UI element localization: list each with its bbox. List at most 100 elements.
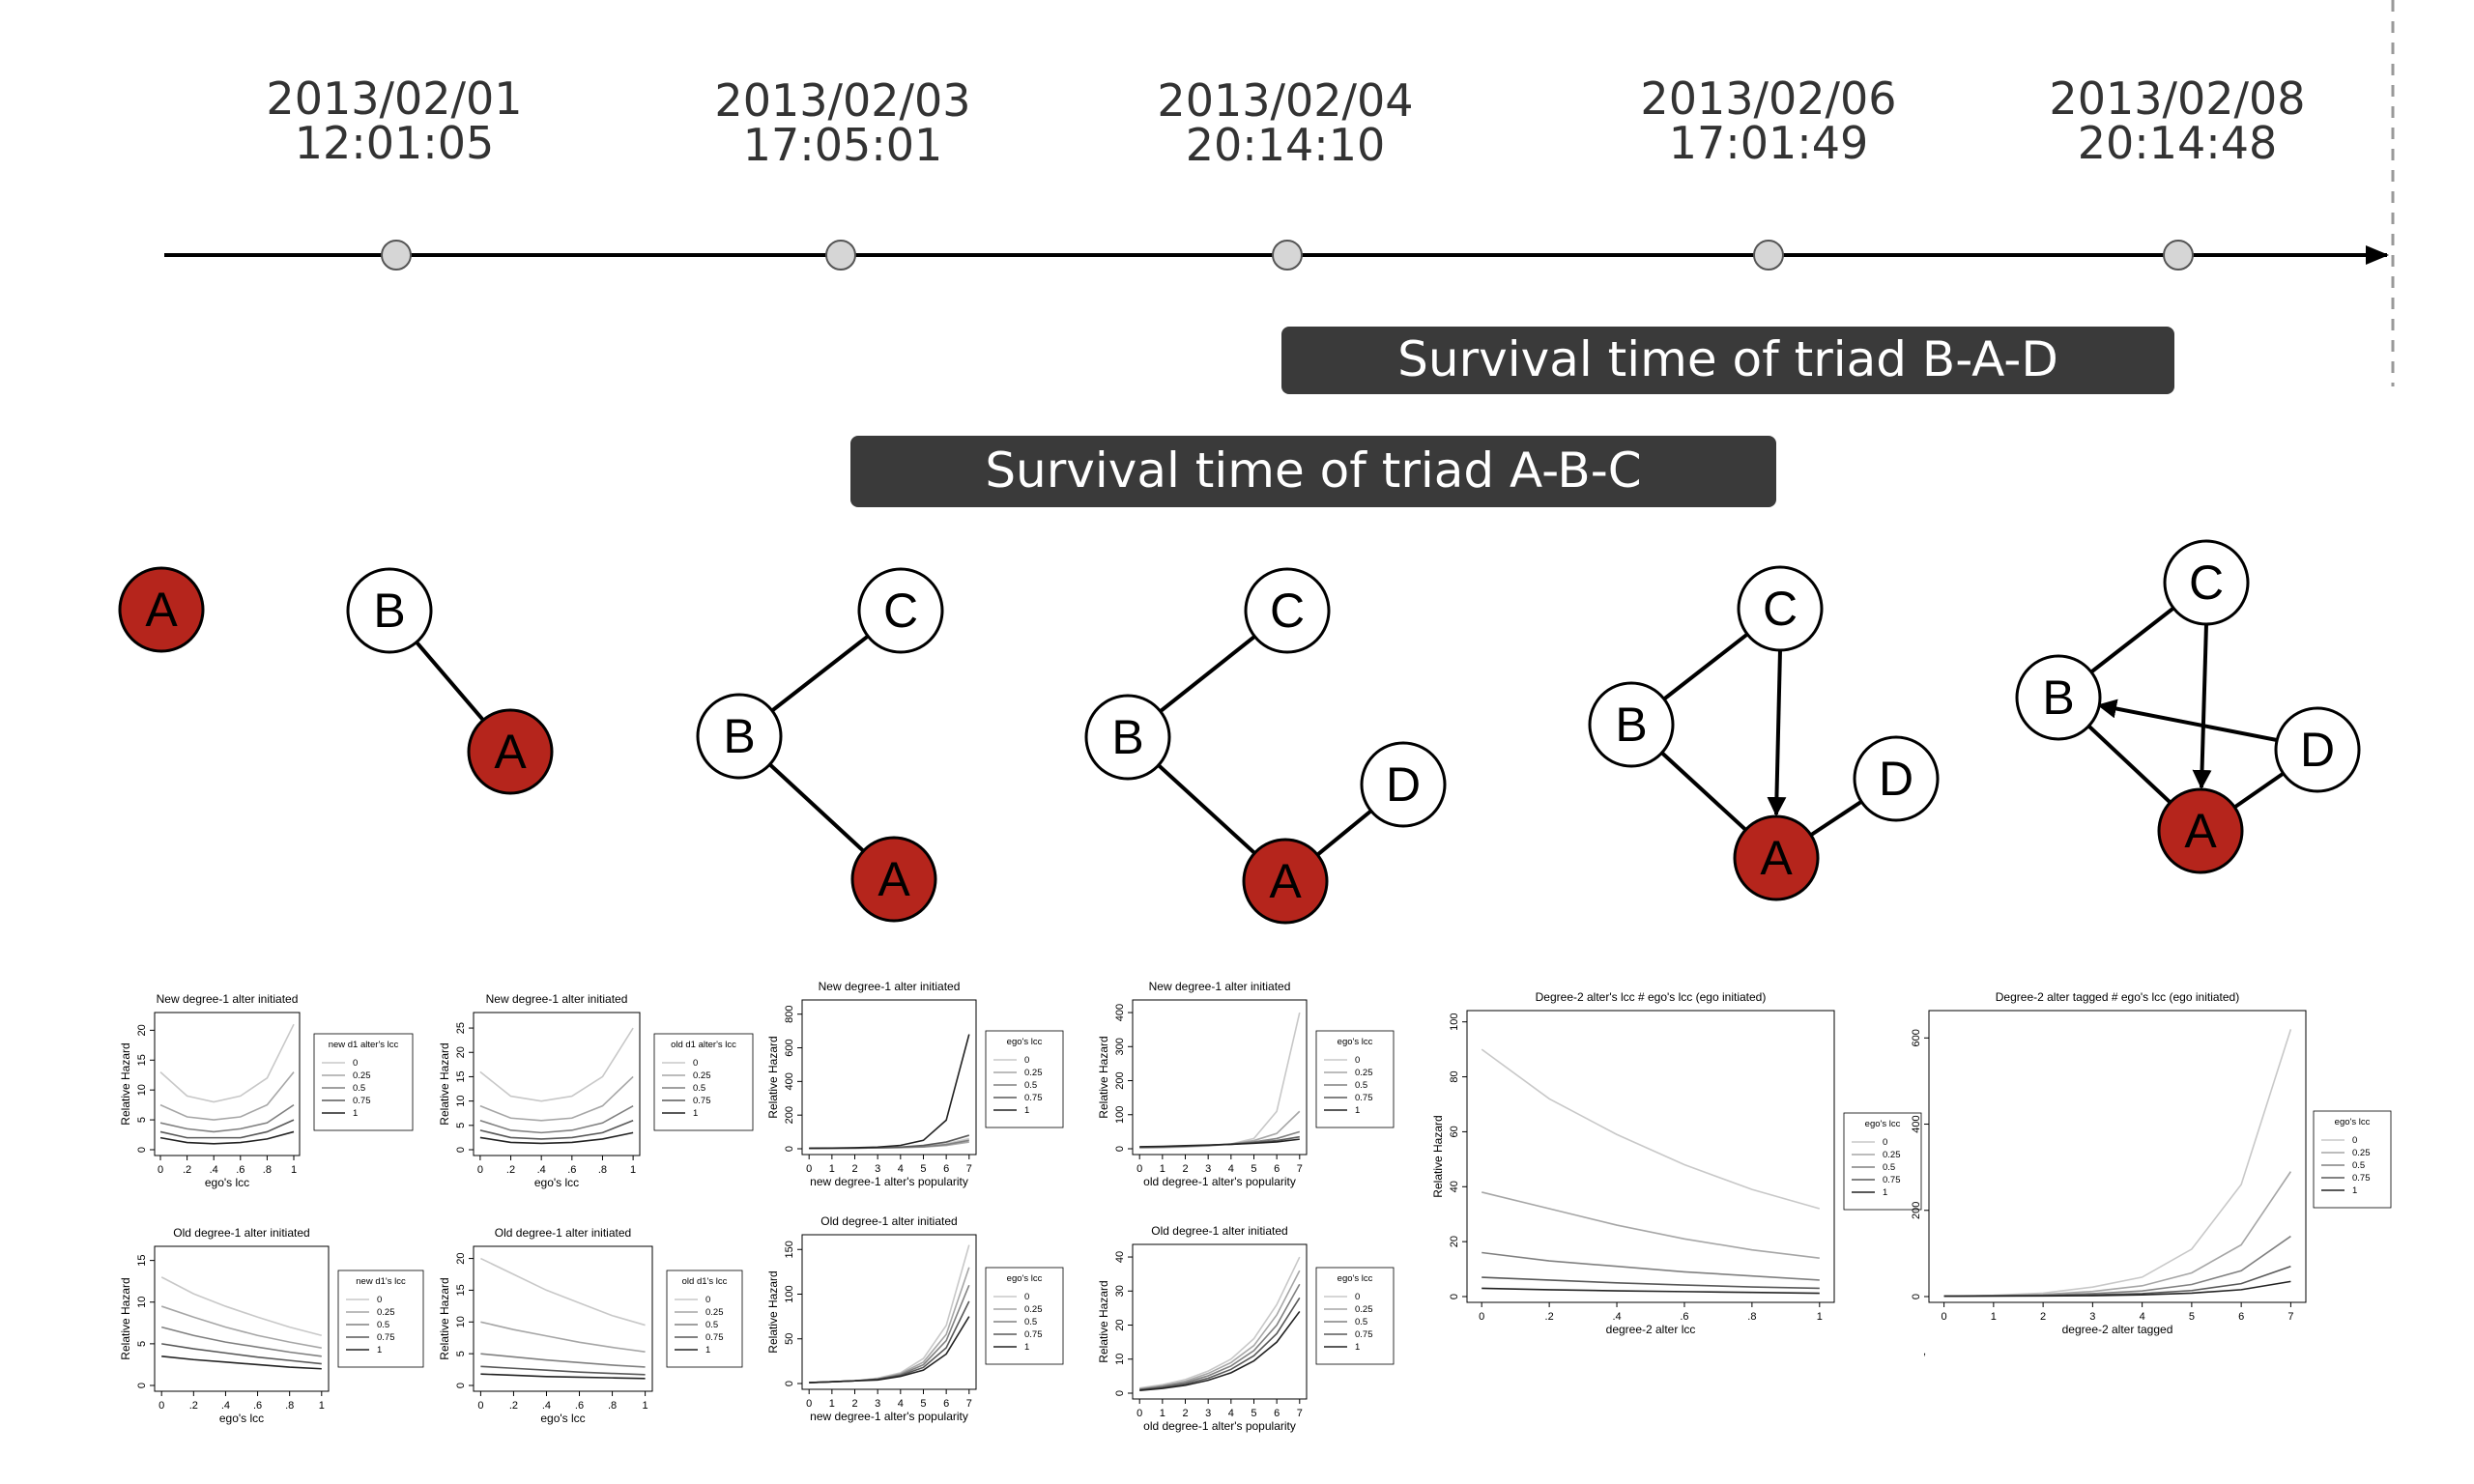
- x-tick-label: 7: [2287, 1311, 2293, 1323]
- legend-entry: 0.5: [693, 1083, 705, 1094]
- node-b: B: [696, 693, 783, 780]
- x-tick-label: 4: [898, 1398, 904, 1410]
- legend-box: [653, 1033, 754, 1131]
- series-line: [479, 1104, 634, 1134]
- series-line: [1482, 1276, 1820, 1290]
- hazard-plot: Old degree-1 alter initiated 0 .2 .4 .6 .8 1 eg…: [438, 1226, 743, 1425]
- event-date: 2013/02/01: [266, 72, 522, 125]
- y-tick-label: 0: [1911, 1294, 1922, 1299]
- svg-text:D: D: [1386, 757, 1421, 812]
- legend-entry: 0.25: [1883, 1150, 1901, 1160]
- y-tick-label: 15: [455, 1070, 467, 1082]
- legend-entry: 0.75: [1355, 1329, 1373, 1340]
- x-tick-label: 6: [1274, 1163, 1280, 1175]
- event-date: 2013/02/06: [1640, 72, 1896, 125]
- y-tick-label: 0: [455, 1147, 467, 1153]
- y-tick-label: 10: [136, 1084, 148, 1096]
- x-axis-label: new degree-1 alter's popularity: [810, 1175, 968, 1188]
- legend-box: [1843, 1112, 1922, 1211]
- x-tick-label: 5: [2189, 1311, 2195, 1323]
- legend-entry: 1: [693, 1108, 698, 1119]
- plot-title: Old degree-1 alter initiated: [495, 1226, 631, 1240]
- y-tick-label: 40: [1449, 1181, 1460, 1192]
- svg-text:D: D: [1879, 752, 1913, 806]
- svg-text:B: B: [1111, 710, 1143, 764]
- legend-entry: 0: [705, 1295, 710, 1305]
- x-tick-label: 5: [920, 1163, 926, 1175]
- node-b: B: [2015, 654, 2102, 741]
- y-axis-label: Relative Hazard: [1097, 1036, 1110, 1118]
- plot-title: Old degree-1 alter initiated: [820, 1214, 957, 1228]
- legend-entry: 0.25: [377, 1307, 395, 1318]
- y-tick-label: 20: [455, 1252, 467, 1264]
- node-a: A: [1733, 814, 1820, 901]
- legend-entry: 0.5: [353, 1083, 365, 1094]
- x-tick-label: 5: [920, 1398, 926, 1410]
- legend-entry: 0.25: [2352, 1148, 2371, 1158]
- legend-entry: 1: [1883, 1187, 1887, 1198]
- svg-text:B: B: [2042, 671, 2074, 725]
- x-tick-label: 6: [2238, 1311, 2244, 1323]
- y-axis-label: Relative Hazard: [1431, 1115, 1445, 1197]
- y-tick-label: 400: [1911, 1115, 1922, 1132]
- timeline-event: 2013/02/03 17:05:01: [714, 74, 971, 271]
- y-tick-label: 20: [136, 1024, 148, 1036]
- series-line: [1943, 1280, 2291, 1298]
- y-tick-label: 300: [1114, 1038, 1126, 1055]
- hazard-plot: Degree-2 alter tagged # ego's lcc (ego i…: [1911, 990, 2392, 1336]
- legend-box: [2313, 1110, 2392, 1209]
- legend-entry: 0.5: [377, 1320, 389, 1330]
- legend-title: ego's lcc: [1338, 1037, 1373, 1047]
- x-tick-label: 3: [875, 1163, 880, 1175]
- event-marker: [2163, 240, 2194, 271]
- y-tick-label: 200: [784, 1106, 795, 1124]
- series-line: [1139, 1138, 1300, 1148]
- legend-entry: 0.5: [1024, 1080, 1037, 1091]
- x-tick-label: 7: [966, 1398, 972, 1410]
- survival-bar-label: Survival time of triad A-B-C: [985, 442, 1641, 499]
- legend-entry: 0.75: [1355, 1093, 1373, 1103]
- x-tick-label: 1: [291, 1164, 297, 1176]
- x-tick-label: 6: [943, 1163, 949, 1175]
- y-tick-label: 5: [455, 1351, 467, 1356]
- event-date: 2013/02/08: [2049, 72, 2305, 125]
- y-tick-label: 5: [136, 1117, 148, 1123]
- plot-legend: new d1 alter's lcc 00.25 0.5 0.75 1: [313, 1033, 414, 1131]
- x-tick-label: 6: [1274, 1408, 1280, 1419]
- series-line: [479, 1075, 634, 1122]
- legend-entry: 0.25: [705, 1307, 724, 1318]
- node-c: C: [2163, 539, 2250, 626]
- plot-frame: [801, 1234, 977, 1390]
- y-axis-label: Relative Hazard: [766, 1036, 780, 1118]
- legend-entry: 0.25: [1355, 1304, 1373, 1315]
- legend-title: ego's lcc: [2335, 1117, 2371, 1127]
- network-snapshots: A B A C B: [118, 539, 2361, 925]
- x-tick-label: 2: [851, 1398, 857, 1410]
- legend-entry: 1: [1024, 1342, 1029, 1353]
- series-line: [159, 1071, 295, 1121]
- event-time: 17:01:49: [1669, 117, 1869, 169]
- y-tick-label: 600: [1911, 1029, 1922, 1046]
- series-line: [479, 1131, 634, 1145]
- y-tick-label: 40: [1114, 1251, 1126, 1263]
- legend-entry: 0.75: [377, 1332, 395, 1343]
- legend-entry: 0.25: [1024, 1304, 1043, 1315]
- x-tick-label: 0: [1942, 1311, 1947, 1323]
- node-c: C: [1737, 565, 1824, 652]
- legend-entry: 0: [1883, 1137, 1887, 1148]
- y-tick-label: 400: [784, 1072, 795, 1090]
- event-marker: [1272, 240, 1303, 271]
- y-tick-label: 20: [1114, 1319, 1126, 1330]
- hazard-plot: New degree-1 alter initiated 0 1 2 3 4 5 6 7old …: [1097, 980, 1395, 1188]
- survival-bar-bg: [850, 436, 1776, 507]
- hazard-plot: New degree-1 alter initiated 0 .2 .4 .6 .8 1 eg…: [438, 992, 754, 1189]
- x-tick-label: .2: [1545, 1311, 1554, 1323]
- y-axis-label: Relative Hazard: [766, 1270, 780, 1353]
- plot-legend: new d1's lcc 0 0.25 0.5 0.75 1: [337, 1270, 424, 1368]
- x-tick-label: 5: [1251, 1408, 1256, 1419]
- x-tick-label: .8: [263, 1164, 272, 1176]
